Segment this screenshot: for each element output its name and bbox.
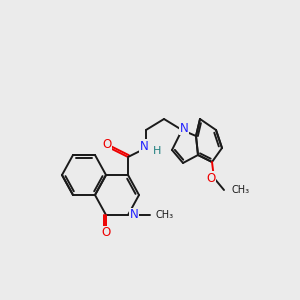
Text: N: N bbox=[140, 140, 148, 152]
Text: H: H bbox=[153, 146, 161, 156]
Text: O: O bbox=[206, 172, 216, 184]
Text: O: O bbox=[102, 139, 112, 152]
Text: O: O bbox=[101, 226, 111, 239]
Text: N: N bbox=[130, 208, 138, 221]
Text: CH₃: CH₃ bbox=[155, 210, 173, 220]
Text: CH₃: CH₃ bbox=[231, 185, 249, 195]
Text: N: N bbox=[180, 122, 188, 134]
